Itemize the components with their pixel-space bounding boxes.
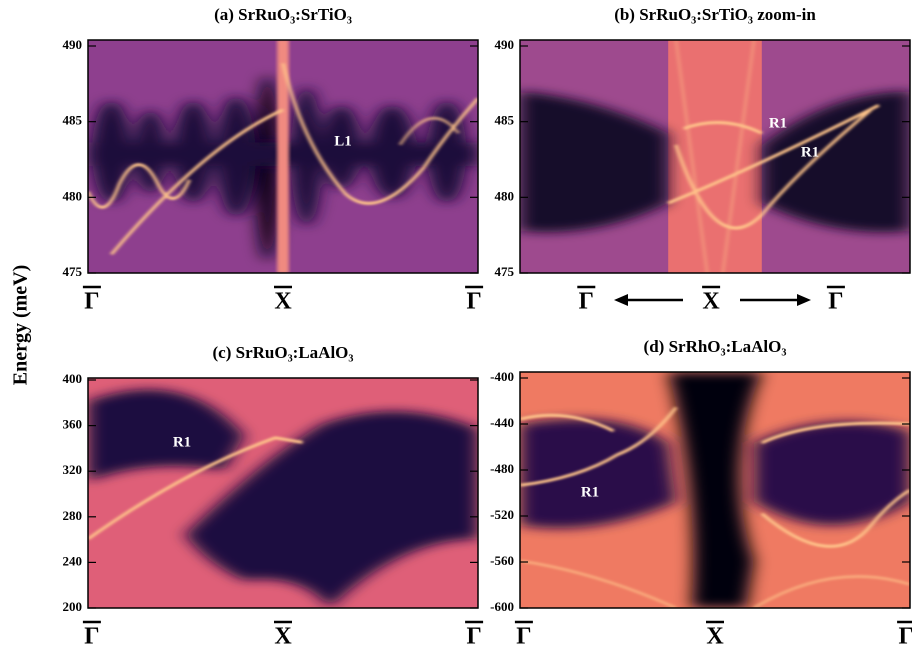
spectral-map — [88, 40, 478, 273]
y-tick-label: -480 — [490, 461, 514, 476]
x-tick-label: Γ — [828, 289, 843, 315]
x-tick-label: Γ — [898, 624, 912, 650]
y-tick-label: 480 — [495, 188, 515, 203]
plot-frame — [87, 377, 479, 609]
x-tick-label: Γ — [579, 289, 594, 315]
panel-title: (a) SrRuO₃:SrTiO₃ — [214, 5, 352, 24]
x-tick-label: Γ — [516, 624, 531, 650]
plot-frame — [87, 39, 479, 274]
y-tick-label: 360 — [63, 417, 83, 432]
panel-title: (d) SrRhO₃:LaAlO₃ — [644, 337, 787, 356]
y-tick-label: 485 — [63, 113, 83, 128]
y-tick-label: 280 — [63, 508, 83, 523]
x-tick-label: Γ — [84, 624, 99, 650]
panel-title: (b) SrRuO₃:SrTiO₃ zoom-in — [614, 5, 816, 24]
plot-frame — [519, 371, 911, 609]
y-tick-label: 480 — [63, 188, 83, 203]
y-tick-label: -560 — [490, 553, 514, 568]
annotation: L1 — [334, 133, 352, 149]
x-tick-label: X — [274, 624, 292, 650]
annotation: R1 — [581, 484, 599, 500]
y-tick-label: 240 — [63, 553, 83, 568]
x-tick-label: Γ — [466, 289, 481, 315]
x-tick-label: Γ — [466, 624, 481, 650]
y-tick-label: -520 — [490, 507, 514, 522]
annotation: R1 — [769, 115, 787, 131]
y-tick-label: -400 — [490, 369, 514, 384]
spectral-map — [88, 378, 479, 608]
y-tick-label: 490 — [63, 37, 83, 52]
y-tick-label: 400 — [63, 371, 83, 386]
y-tick-label: -440 — [490, 415, 514, 430]
y-tick-label: 475 — [63, 264, 83, 279]
y-tick-label: 475 — [495, 264, 515, 279]
y-tick-label: 320 — [63, 462, 83, 477]
x-tick-label: X — [702, 289, 720, 315]
x-tick-label: Γ — [84, 289, 99, 315]
y-tick-label: 200 — [63, 599, 83, 614]
y-tick-label: 490 — [495, 37, 515, 52]
annotation: R1 — [173, 434, 191, 450]
plot-frame — [519, 39, 911, 274]
x-tick-label: X — [274, 289, 292, 315]
y-axis-label: Energy (meV) — [10, 265, 32, 386]
y-tick-label: 485 — [495, 113, 515, 128]
spectral-map — [520, 40, 910, 273]
panel-title: (c) SrRuO₃:LaAlO₃ — [213, 343, 354, 362]
direction-arrows — [614, 294, 811, 306]
x-tick-label: X — [706, 624, 724, 650]
y-tick-label: -600 — [490, 599, 514, 614]
spectral-map — [520, 372, 910, 608]
annotation: R1 — [801, 144, 819, 160]
